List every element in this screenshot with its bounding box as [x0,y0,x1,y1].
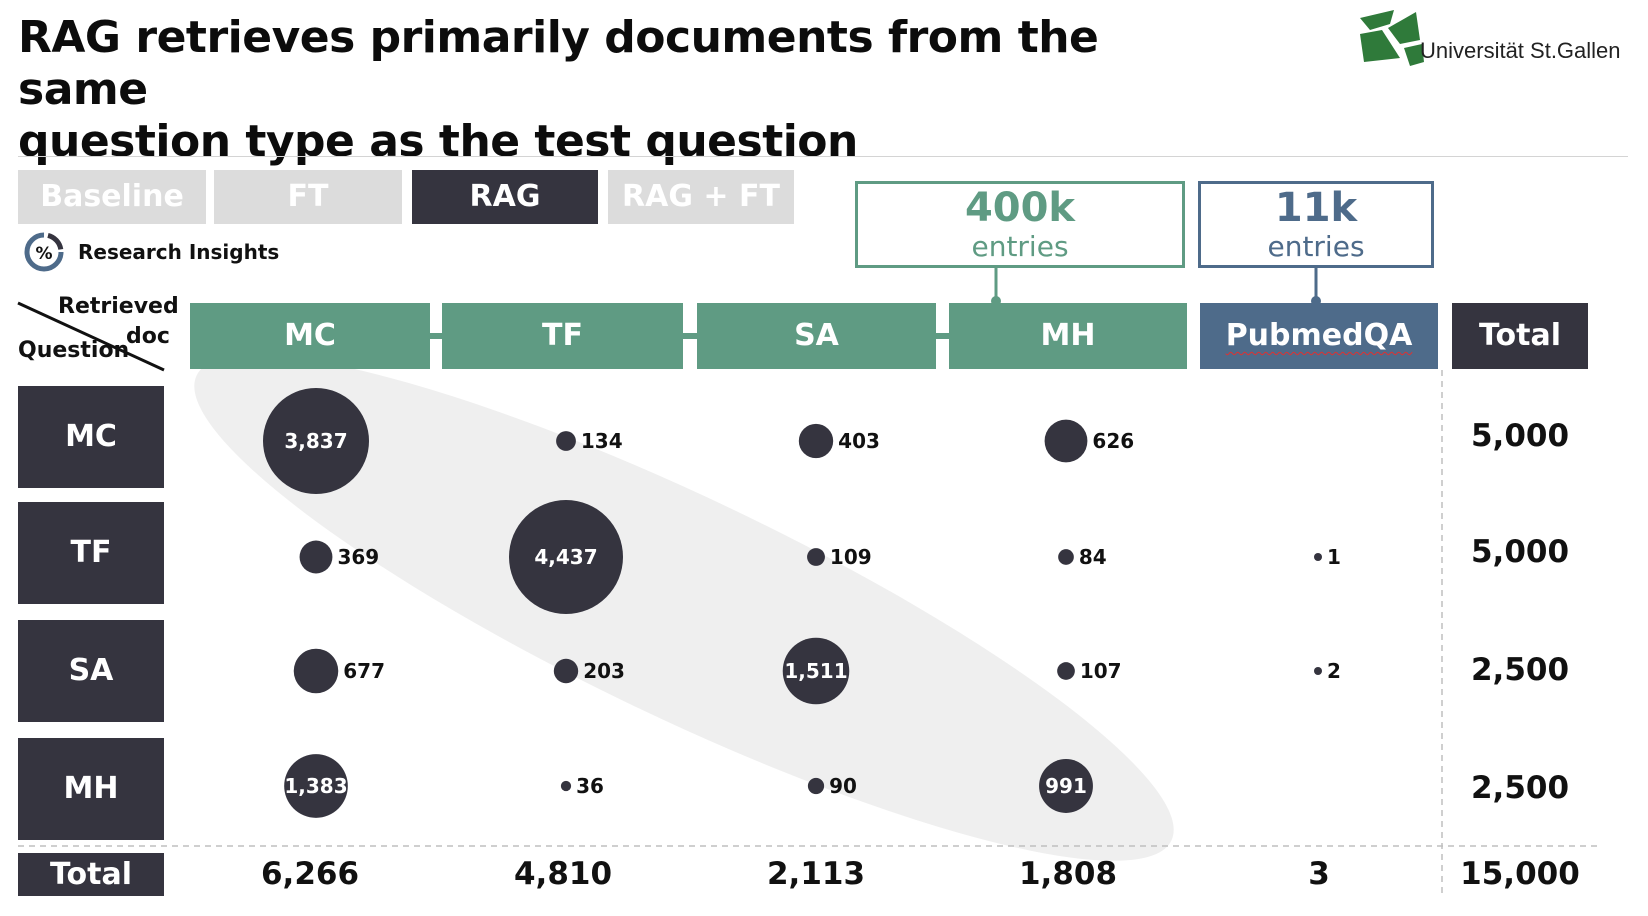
bubble-tf-sa [807,548,825,566]
bubble-sa-tf [553,658,579,684]
bubble-label: 2 [1327,659,1341,683]
col-total-pubmedqa: 3 [1308,856,1330,892]
bubble-label: 1,511 [784,659,847,683]
col-connector [936,333,952,339]
bubble-label: 107 [1080,659,1122,683]
bubble-label: 369 [337,545,379,569]
tab-rag-ft[interactable]: RAG + FT [608,170,794,224]
percent-gauge-icon: % [24,232,64,272]
grand-total: 15,000 [1460,856,1580,892]
row-header-tf: TF [18,502,164,604]
col-header-tf: TF [442,303,683,369]
entries-pubmed-unit: entries [1267,230,1365,263]
col-header-pubmedqa: PubmedQA [1200,303,1438,369]
svg-text:%: % [35,244,52,264]
entries-box-main: 400k entries [855,181,1185,268]
bubble-label: 626 [1092,429,1134,453]
title-line-2: question type as the test question [18,116,858,167]
col-total-mh: 1,808 [1018,856,1118,892]
corner-retrieved-label: Retrieved [58,294,179,319]
col-connector [683,333,699,339]
bubble-sa-pubmedqa [1314,667,1322,675]
bubble-mh-sa [807,777,825,795]
bubble-label: 4,437 [534,545,597,569]
bubble-sa-mc [293,648,339,694]
bubble-label: 403 [838,429,880,453]
bubble-label: 1 [1327,545,1341,569]
page-title: RAG retrieves primarily documents from t… [18,12,1238,168]
col-header-mc: MC [190,303,430,369]
bubble-mc-sa [798,423,834,459]
bubble-sa-sa [782,637,850,705]
col-total-sa: 2,113 [766,856,866,892]
bubble-tf-tf [509,500,623,614]
bubble-label: 36 [576,774,604,798]
corner-question-label: Question [18,338,130,363]
bubble-mh-mc [284,754,348,818]
bubble-tf-pubmedqa [1314,553,1322,561]
diagonal-highlight [194,355,1174,861]
col-header-mh: MH [949,303,1187,369]
hsg-logo-icon [1360,10,1424,66]
bubble-tf-mh [1058,549,1074,565]
bubble-mc-mh [1044,419,1088,463]
bubble-label: 90 [829,774,857,798]
row-total-mh: 2,500 [1470,770,1570,806]
corner-doc-label: doc [126,324,170,349]
row-total-mc: 5,000 [1470,418,1570,454]
header-divider [18,156,1628,157]
col-total-tf: 4,810 [513,856,613,892]
row-header-mc: MC [18,386,164,488]
corner-diagonal [17,301,165,372]
bubble-mc-tf [556,431,576,451]
bubble-label: 134 [581,429,623,453]
title-line-1: RAG retrieves primarily documents from t… [18,12,1099,115]
bubble-label: 84 [1079,545,1107,569]
entries-pubmed-value: 11k [1274,185,1358,231]
col-total-mc: 6,266 [260,856,360,892]
row-header-sa: SA [18,620,164,722]
bubble-label: 3,837 [284,429,347,453]
row-total-tf: 5,000 [1470,534,1570,570]
entries-box-pubmed: 11k entries [1198,181,1434,268]
entries-main-unit: entries [971,230,1069,263]
row-total-sa: 2,500 [1470,652,1570,688]
bubble-label: 991 [1045,774,1087,798]
bubble-mc-mc [262,387,370,495]
col-header-sa: SA [697,303,936,369]
research-insights-label: Research Insights [78,240,280,264]
bubble-label: 109 [830,545,872,569]
bubble-tf-mc [299,540,333,574]
tab-rag[interactable]: RAG [412,170,598,224]
logo-text: Universität St.Gallen [1420,38,1621,63]
tab-baseline[interactable]: Baseline [18,170,206,224]
col-header-total: Total [1452,303,1588,369]
bubble-label: 1,383 [284,774,347,798]
bubble-label: 203 [583,659,625,683]
bubble-label: 677 [343,659,385,683]
bubble-mh-tf [560,780,572,792]
col-connector [430,333,446,339]
tab-ft[interactable]: FT [214,170,402,224]
row-header-mh: MH [18,738,164,840]
entries-main-value: 400k [964,185,1076,231]
bubble-sa-mh [1057,662,1075,680]
bubble-mh-mh [1039,759,1093,813]
row-header-total: Total [18,853,164,896]
